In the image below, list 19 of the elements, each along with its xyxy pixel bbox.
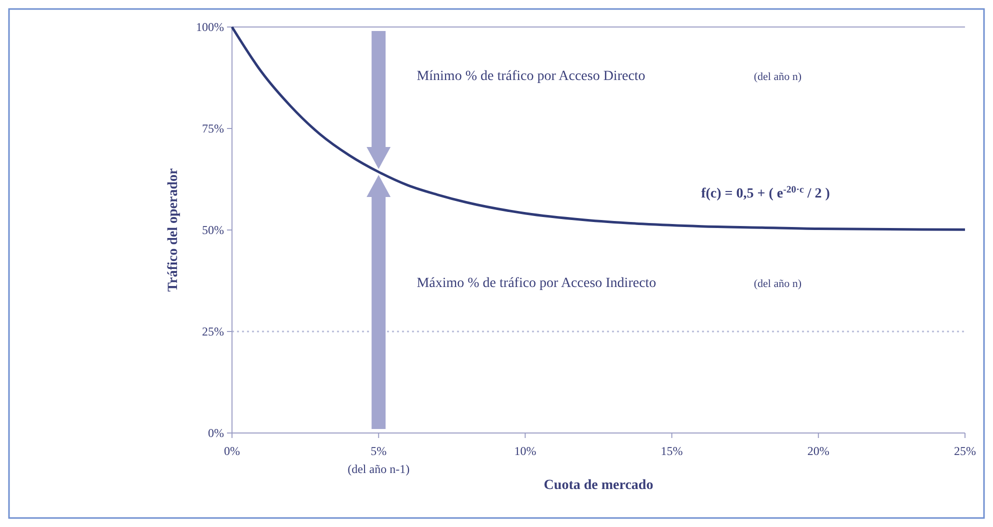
x-tick-label: 10% <box>514 444 536 458</box>
x-tick-label: 25% <box>954 444 976 458</box>
x-tick-label: 20% <box>807 444 830 458</box>
annotation: Mínimo % de tráfico por Acceso Directo <box>416 68 646 84</box>
annotation: (del año n) <box>754 70 802 83</box>
y-tick-label: 75% <box>202 122 224 136</box>
x-tick-label: 5% <box>370 444 387 458</box>
y-axis-title: Tráfico del operador <box>166 168 181 292</box>
y-tick-label: 0% <box>208 426 224 440</box>
x-tick-label: 0% <box>224 444 240 458</box>
y-tick-label: 25% <box>202 324 224 338</box>
annotation: Máximo % de tráfico por Acceso Indirecto <box>416 276 656 291</box>
x-axis-title: Cuota de mercado <box>544 478 654 493</box>
y-tick-label: 50% <box>202 223 224 237</box>
y-tick-label: 100% <box>196 20 224 34</box>
x-tick-label: 15% <box>660 444 683 458</box>
annotation: (del año n) <box>754 278 802 290</box>
text: (del año n-1) <box>348 462 410 476</box>
annotation: f(c) = 0,5 + ( e$^{-20·c}$ / 2 ) <box>701 184 830 202</box>
